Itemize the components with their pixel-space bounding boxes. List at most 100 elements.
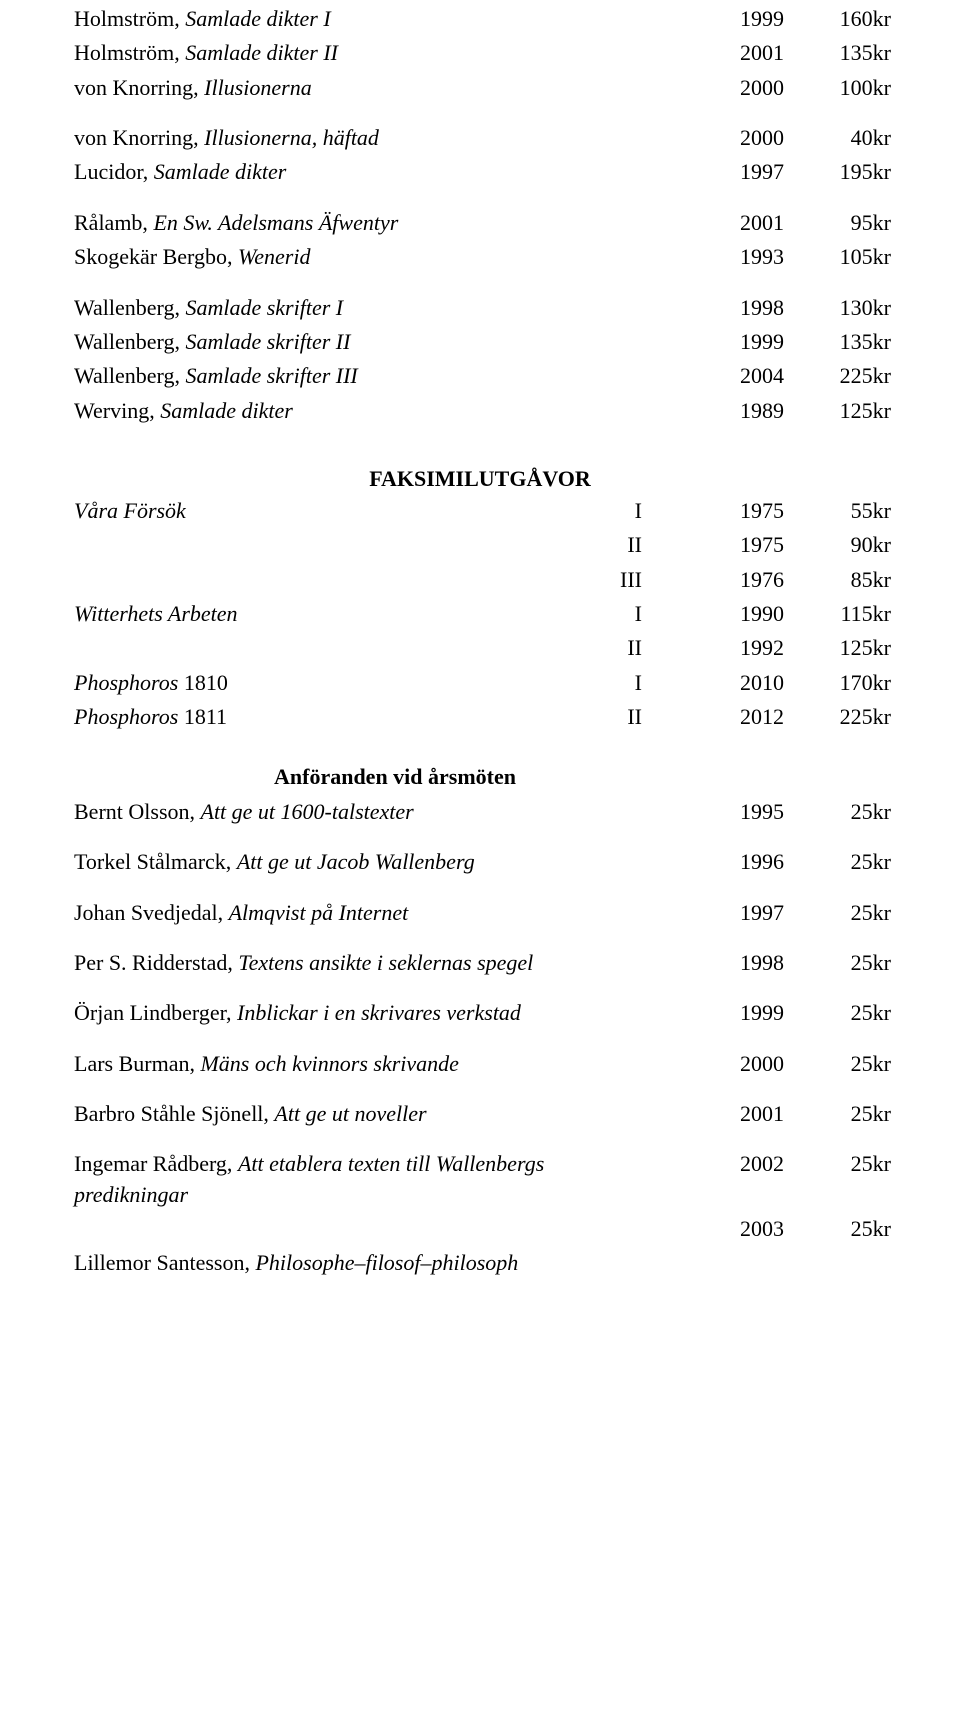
entry-tail: 1811 [184, 704, 227, 729]
list-row: Våra FörsökI197555kr [74, 496, 886, 526]
entry-price: 130kr [796, 293, 891, 323]
entry-price: 25kr [796, 898, 891, 928]
entry-author: Skogekär Bergbo, [74, 244, 238, 269]
entry-price: 90kr [796, 530, 891, 560]
entry-year: 1989 [654, 396, 796, 426]
entry-title: Ingemar Rådberg, Att etablera texten til… [74, 1149, 584, 1210]
list-row: Rålamb, En Sw. Adelsmans Äfwentyr200195k… [74, 208, 886, 238]
entry-year: 1995 [654, 797, 796, 827]
entry-work: Samlade dikter II [185, 40, 338, 65]
entry-price: 25kr [796, 847, 891, 877]
list-row: von Knorring, Illusionerna, häftad200040… [74, 123, 886, 153]
list-row: Lars Burman, Mäns och kvinnors skrivande… [74, 1049, 886, 1079]
entry-work: Almqvist på Internet [229, 900, 409, 925]
entry-author: Wallenberg, [74, 329, 185, 354]
list-row: Witterhets ArbetenI1990115kr [74, 599, 886, 629]
entry-title: Skogekär Bergbo, Wenerid [74, 242, 584, 272]
list-row: Bernt Olsson, Att ge ut 1600-talstexter 1… [74, 797, 886, 827]
entry-author: Holmström, [74, 40, 185, 65]
entry-author: Örjan Lindberger, [74, 1000, 237, 1025]
list-row: Lucidor, Samlade dikter1997195kr [74, 157, 886, 187]
entry-price: 225kr [796, 361, 891, 391]
entry-author: Wallenberg, [74, 363, 185, 388]
entry-title: Wallenberg, Samlade skrifter III [74, 361, 584, 391]
entry-work: Våra Försök [74, 498, 186, 523]
entry-price: 25kr [796, 1049, 891, 1079]
entry-work: Att ge ut noveller [274, 1101, 426, 1126]
entry-year: 2003 [654, 1214, 796, 1244]
entry-year: 2004 [654, 361, 796, 391]
section-anforanden-list: Bernt Olsson, Att ge ut 1600-talstexter 1… [74, 797, 886, 1279]
entry-year: 1975 [654, 496, 796, 526]
entry-author: Bernt Olsson, [74, 799, 201, 824]
entry-author: Lillemor Santesson, [74, 1250, 255, 1275]
list-row: Werving, Samlade dikter1989125kr [74, 396, 886, 426]
entry-work: Samlade skrifter III [185, 363, 357, 388]
entry-year: 2001 [654, 208, 796, 238]
entry-title: Torkel Stålmarck, Att ge ut Jacob Wallen… [74, 847, 584, 877]
entry-title: von Knorring, Illusionerna [74, 73, 584, 103]
entry-price: 160kr [796, 4, 891, 34]
entry-title: Johan Svedjedal, Almqvist på Internet [74, 898, 584, 928]
entry-year: 1998 [654, 293, 796, 323]
entry-price: 25kr [796, 1214, 891, 1244]
entry-year: 1999 [654, 4, 796, 34]
entry-volume: II [584, 633, 654, 663]
entry-author: Johan Svedjedal, [74, 900, 229, 925]
entry-author: Rålamb, [74, 210, 153, 235]
entry-author: Barbro Ståhle Sjönell, [74, 1101, 274, 1126]
entry-price: 125kr [796, 633, 891, 663]
list-row: Holmström, Samlade dikter I1999160kr [74, 4, 886, 34]
list-row: Phosphoros 1811II2012225kr [74, 702, 886, 732]
entry-year: 2002 [654, 1149, 796, 1179]
entry-price: 55kr [796, 496, 891, 526]
entry-year: 1993 [654, 242, 796, 272]
list-row: Ingemar Rådberg, Att etablera texten til… [74, 1149, 886, 1210]
entry-work: Inblickar i en skrivares verkstad [237, 1000, 521, 1025]
entry-title: Våra Försök [74, 496, 584, 526]
entry-work: Witterhets Arbeten [74, 601, 238, 626]
list-row: Örjan Lindberger, Inblickar i en skrivar… [74, 998, 886, 1028]
entry-work: Phosphoros [74, 670, 184, 695]
entry-author: Holmström, [74, 6, 185, 31]
entry-title: Wallenberg, Samlade skrifter I [74, 293, 584, 323]
entry-title: Lillemor Santesson, Philosophe–filosof–p… [74, 1248, 584, 1278]
entry-price: 170kr [796, 668, 891, 698]
entry-work: Samlade skrifter I [185, 295, 343, 320]
entry-year: 1998 [654, 948, 796, 978]
entry-title: Werving, Samlade dikter [74, 396, 584, 426]
entry-price: 225kr [796, 702, 891, 732]
entry-author: Torkel Stålmarck, [74, 849, 237, 874]
section-faksimil-list: Våra FörsökI197555krII197590krIII197685k… [74, 496, 886, 733]
entry-price: 25kr [796, 1149, 891, 1179]
entry-year: 1992 [654, 633, 796, 663]
list-row: II1992125kr [74, 633, 886, 663]
entry-price: 115kr [796, 599, 891, 629]
list-row: Lillemor Santesson, Philosophe–filosof–p… [74, 1248, 886, 1278]
entry-price: 195kr [796, 157, 891, 187]
entry-title: Holmström, Samlade dikter II [74, 38, 584, 68]
entry-volume: I [584, 599, 654, 629]
entry-work: Samlade dikter I [185, 6, 330, 31]
entry-title: Phosphoros 1810 [74, 668, 584, 698]
entry-author: Per S. Ridderstad, [74, 950, 238, 975]
entry-work: Att ge ut 1600-talstexter [201, 799, 414, 824]
entry-price: 25kr [796, 1099, 891, 1129]
entry-volume: II [584, 702, 654, 732]
entry-work: Illusionerna [204, 75, 312, 100]
list-row: von Knorring, Illusionerna2000100kr [74, 73, 886, 103]
entry-year: 1997 [654, 157, 796, 187]
entry-author: Wallenberg, [74, 295, 185, 320]
list-row: III197685kr [74, 565, 886, 595]
entry-author: von Knorring, [74, 75, 204, 100]
entry-title: Phosphoros 1811 [74, 702, 584, 732]
entry-price: 125kr [796, 396, 891, 426]
entry-year: 2000 [654, 73, 796, 103]
list-row: 200325kr [74, 1214, 886, 1244]
entry-tail: 1810 [184, 670, 228, 695]
entry-year: 2000 [654, 123, 796, 153]
entry-year: 1996 [654, 847, 796, 877]
entry-year: 1997 [654, 898, 796, 928]
entry-price: 95kr [796, 208, 891, 238]
entry-price: 25kr [796, 948, 891, 978]
